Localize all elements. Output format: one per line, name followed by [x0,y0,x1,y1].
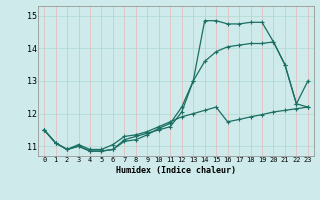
X-axis label: Humidex (Indice chaleur): Humidex (Indice chaleur) [116,166,236,175]
